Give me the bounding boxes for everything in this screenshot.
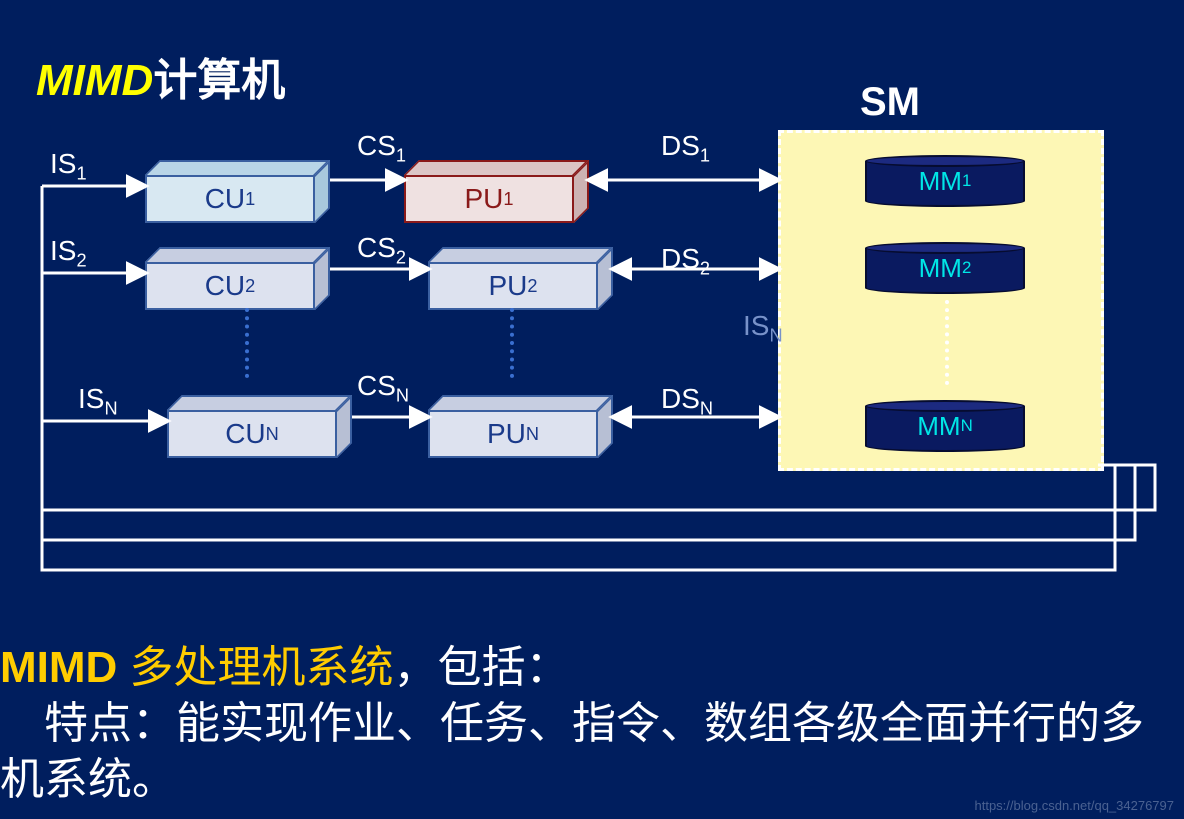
pu-box-2-label: PUN	[428, 410, 598, 458]
sm-label: SM	[860, 80, 920, 125]
ds-label-1: DS2	[661, 243, 710, 280]
cs-label-0: CS1	[357, 130, 406, 167]
watermark: https://blog.csdn.net/qq_34276797	[975, 798, 1175, 813]
pu-box-1: PU2	[428, 247, 613, 310]
cu-box-1: CU2	[145, 247, 330, 310]
mm-cylinder-2: MMN	[865, 400, 1025, 452]
vertical-dots-1	[510, 308, 514, 378]
page-title: MIMD计算机	[36, 44, 285, 108]
description-text: MIMD 多处理机系统，包括： 特点：能实现作业、任务、指令、数组各级全面并行的…	[0, 640, 1184, 808]
cu-box-0: CU1	[145, 160, 330, 223]
is-label-0: IS1	[50, 148, 87, 185]
cu-box-0-label: CU1	[145, 175, 315, 223]
desc-mimd: MIMD	[0, 643, 130, 692]
vertical-dots-2	[945, 300, 949, 385]
title-prefix: MIMD	[36, 56, 153, 105]
pu-box-1-label: PU2	[428, 262, 598, 310]
cu-box-1-label: CU2	[145, 262, 315, 310]
ds-label-2: DSN	[661, 383, 713, 420]
desc-line2: 特点：能实现作业、任务、指令、数组各级全面并行的多机系统。	[0, 696, 1184, 808]
desc-l1b: 多处理机系统	[130, 643, 394, 692]
pu-box-0: PU1	[404, 160, 589, 223]
mm-cylinder-0: MM1	[865, 155, 1025, 207]
cu-box-2: CUN	[167, 395, 352, 458]
cs-label-2: CSN	[357, 370, 409, 407]
ds-label-0: DS1	[661, 130, 710, 167]
pu-box-0-label: PU1	[404, 175, 574, 223]
vertical-dots-0	[245, 308, 249, 378]
desc-l1c: ，包括：	[394, 643, 570, 692]
title-suffix: 计算机	[153, 56, 285, 105]
cs-label-1: CS2	[357, 232, 406, 269]
is-label-2: ISN	[78, 383, 118, 420]
is-label-1: IS2	[50, 235, 87, 272]
mm-cylinder-1: MM2	[865, 242, 1025, 294]
pu-box-2: PUN	[428, 395, 613, 458]
is-n-faint-label: ISN	[743, 310, 783, 347]
cu-box-2-label: CUN	[167, 410, 337, 458]
